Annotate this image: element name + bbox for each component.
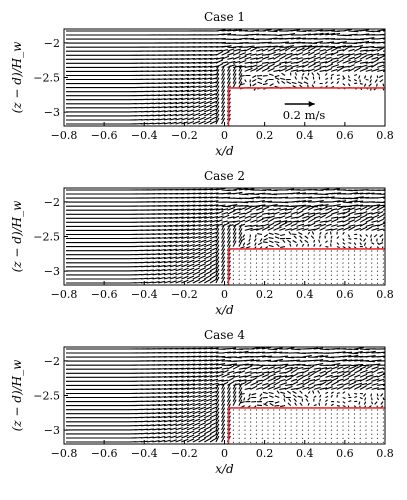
x-tick-label: 0.4 (296, 129, 314, 142)
x-tick-label: −0.6 (91, 447, 118, 460)
x-tick-label: 0.2 (256, 288, 274, 301)
x-tick-label: −0.4 (131, 129, 158, 142)
y-tick-label: −2 (44, 37, 60, 50)
velocity-vectors (66, 29, 385, 125)
x-axis-label: x/d (215, 144, 234, 158)
x-tick-label: −0.2 (171, 288, 198, 301)
x-tick-label: −0.6 (91, 129, 118, 142)
panel-title: Case 1 (204, 10, 245, 24)
panel-3: Case 4 −0.8 −0.6 −0.4 −0.2 0 0.2 0.4 0.6 0.8 −2 −2.… (10, 328, 394, 476)
step-outline (227, 407, 385, 444)
y-tick-label: −3 (44, 424, 60, 437)
velocity-vectors (66, 347, 385, 443)
x-tick-label: 0.6 (336, 447, 354, 460)
x-tick-label: −0.4 (131, 288, 158, 301)
x-tick-label: 0.8 (376, 129, 394, 142)
x-tick-label: −0.2 (171, 447, 198, 460)
y-axis-label: (z − d)/H_w (10, 41, 24, 114)
vector-field (66, 347, 385, 443)
y-tick-label: −2.5 (33, 72, 60, 85)
step-outline (227, 248, 385, 285)
x-tick-label: −0.8 (51, 447, 78, 460)
y-tick-label: −2.5 (33, 231, 60, 244)
y-axis-label: (z − d)/H_w (10, 200, 24, 273)
y-tick-label: −2.5 (33, 390, 60, 403)
x-axis-label: x/d (215, 303, 234, 317)
x-tick-label: 0.2 (256, 129, 274, 142)
y-tick-label: −3 (44, 106, 60, 119)
x-tick-label: 0 (221, 288, 228, 301)
x-tick-label: 0 (221, 447, 228, 460)
panel-1: Case 1 0.2 m/s −0.8 −0.6 −0.4 −0.2 0 0.2 0.4 0.6 0… (10, 10, 394, 158)
x-tick-label: 0.4 (296, 288, 314, 301)
x-tick-label: −0.8 (51, 288, 78, 301)
x-tick-label: 0.6 (336, 288, 354, 301)
reference-vector-label: 0.2 m/s (283, 108, 326, 122)
x-tick-label: 0.8 (376, 288, 394, 301)
y-axis-label: (z − d)/H_w (10, 359, 24, 432)
x-tick-label: −0.2 (171, 129, 198, 142)
x-tick-label: 0 (221, 129, 228, 142)
panel-title: Case 4 (204, 328, 245, 342)
x-tick-label: −0.6 (91, 288, 118, 301)
panel-2: Case 2 −0.8 −0.6 −0.4 −0.2 0 0.2 0.4 0.6 0.8 −2 −2.… (10, 169, 394, 317)
vector-field (66, 188, 385, 284)
x-tick-label: 0.2 (256, 447, 274, 460)
vector-field (66, 29, 385, 125)
x-axis-label: x/d (215, 462, 234, 476)
x-tick-label: −0.8 (51, 129, 78, 142)
y-tick-label: −2 (44, 355, 60, 368)
velocity-vectors (66, 188, 385, 284)
reference-arrowhead (308, 101, 315, 107)
x-tick-label: 0.6 (336, 129, 354, 142)
x-tick-label: 0.4 (296, 447, 314, 460)
y-tick-label: −3 (44, 265, 60, 278)
panel-title: Case 2 (204, 169, 245, 183)
step-outline (227, 87, 385, 126)
x-tick-label: −0.4 (131, 447, 158, 460)
y-tick-label: −2 (44, 196, 60, 209)
x-tick-label: 0.8 (376, 447, 394, 460)
